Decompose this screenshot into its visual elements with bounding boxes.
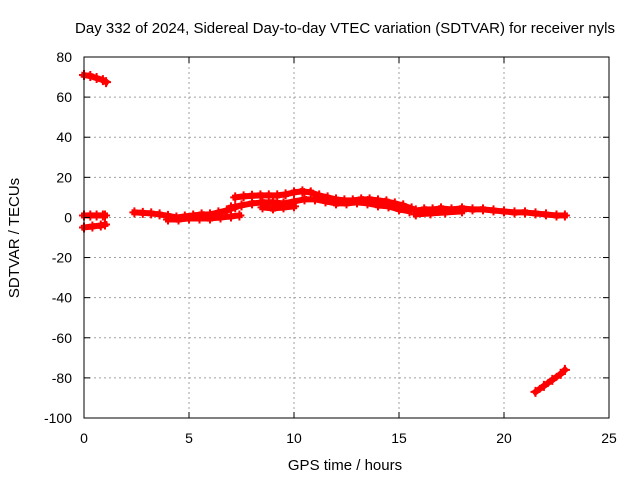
data-point <box>559 364 570 375</box>
plot-frame <box>83 56 610 419</box>
data-point <box>194 213 205 224</box>
data-point <box>352 197 362 208</box>
data-point <box>499 206 509 217</box>
data-point <box>299 194 310 205</box>
y-tick-label: -40 <box>52 290 72 306</box>
data-point <box>331 198 341 209</box>
data-point <box>154 209 165 220</box>
data-point <box>236 200 247 211</box>
x-tick-label: 5 <box>185 430 193 446</box>
y-tick-label: 40 <box>56 129 72 145</box>
data-point <box>205 213 215 224</box>
data-point <box>268 203 278 214</box>
data-point <box>530 386 541 397</box>
y-tick-label: 20 <box>56 169 72 185</box>
y-tick-label: -60 <box>52 330 72 346</box>
ticks: 0 5 10 15 20 25 -100 -80 -60 -40 -20 0 20 40 60 80 <box>44 49 617 446</box>
data-point <box>263 190 274 201</box>
data-point <box>173 214 184 225</box>
data-point <box>163 214 173 225</box>
data-point <box>278 202 289 213</box>
data-point <box>129 207 140 218</box>
data-point <box>467 204 478 215</box>
grid <box>84 57 609 418</box>
y-tick-label: 0 <box>64 209 72 225</box>
series-seg-high-start <box>79 70 112 88</box>
data-point <box>320 196 331 207</box>
series-seg-dip <box>257 201 299 214</box>
x-tick-label: 15 <box>391 430 407 446</box>
data-point <box>538 380 549 391</box>
data-point <box>247 198 257 209</box>
y-axis-title: SDTVAR / TECUs <box>6 178 23 298</box>
data-point <box>410 209 421 220</box>
y-tick-label: -20 <box>52 250 72 266</box>
data-point <box>509 207 520 218</box>
series-seg-zero-start <box>79 210 110 221</box>
data-point <box>234 210 245 221</box>
data-point <box>100 210 110 221</box>
data-point <box>425 208 436 219</box>
data-point <box>226 202 236 213</box>
x-axis-title: GPS time / hours <box>288 457 402 474</box>
data-point <box>362 198 373 209</box>
data-point <box>297 186 308 197</box>
data-point <box>226 211 236 222</box>
data-point <box>559 210 570 221</box>
data-point <box>255 190 266 201</box>
data-point <box>394 204 404 215</box>
data-point <box>87 221 98 232</box>
data-point <box>488 205 499 216</box>
x-tick-label: 20 <box>496 430 512 446</box>
data-series <box>79 70 570 397</box>
y-tick-label: 60 <box>56 89 72 105</box>
data-point <box>478 204 488 215</box>
data-point <box>305 187 316 198</box>
data-point <box>341 198 352 209</box>
data-point <box>551 210 562 221</box>
data-point <box>404 206 415 217</box>
data-point <box>230 192 241 203</box>
y-tick-label: 80 <box>56 49 72 65</box>
data-point <box>310 194 320 205</box>
data-point <box>383 201 394 212</box>
x-tick-label: 0 <box>80 430 88 446</box>
data-point <box>520 207 530 218</box>
data-point <box>100 219 110 230</box>
data-point <box>530 208 541 219</box>
series-seg-late-lower <box>410 206 467 220</box>
series-seg-main-lower <box>163 210 245 225</box>
data-point <box>215 212 226 223</box>
data-point <box>440 207 451 218</box>
x-tick-label: 25 <box>601 430 617 446</box>
x-tick-label: 10 <box>286 430 302 446</box>
data-point <box>289 187 299 198</box>
data-point <box>257 202 268 213</box>
y-tick-label: -100 <box>44 410 72 426</box>
data-point <box>137 207 148 218</box>
data-point <box>457 206 467 217</box>
data-point <box>101 77 112 88</box>
data-point <box>184 213 194 224</box>
data-point <box>280 189 291 200</box>
data-point <box>238 191 249 202</box>
series-seg-hump-b <box>226 194 415 217</box>
y-tick-label: -80 <box>52 370 72 386</box>
data-point <box>373 200 383 211</box>
data-point <box>272 190 283 201</box>
data-point <box>85 71 96 82</box>
data-point <box>541 209 551 220</box>
data-point <box>146 208 157 219</box>
data-point <box>289 201 299 212</box>
chart-title: Day 332 of 2024, Sidereal Day-to-day VTE… <box>75 20 615 37</box>
data-point <box>547 374 558 385</box>
data-point <box>91 73 102 84</box>
series-seg-neg-end <box>530 364 570 397</box>
